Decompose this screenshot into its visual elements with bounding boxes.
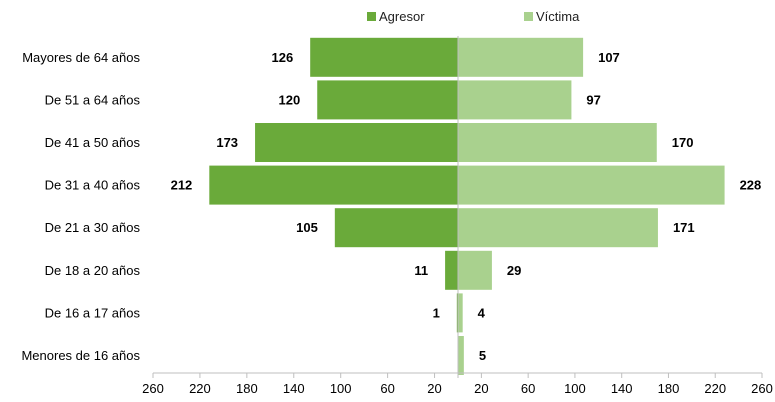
legend-swatch-victima bbox=[524, 12, 533, 21]
data-label-victima: 5 bbox=[479, 348, 486, 363]
data-label-agresor: 212 bbox=[171, 178, 193, 193]
data-label-victima: 97 bbox=[586, 92, 600, 107]
bar-agresor bbox=[317, 80, 458, 120]
legend-label-agresor: Agresor bbox=[379, 9, 425, 24]
bar-victima bbox=[458, 37, 584, 77]
x-tick-label: 20 bbox=[427, 381, 441, 396]
bar-victima bbox=[458, 208, 658, 248]
category-label: Menores de 16 años bbox=[21, 348, 140, 363]
data-label-victima: 228 bbox=[740, 178, 762, 193]
x-tick-label: 220 bbox=[704, 381, 726, 396]
x-tick-label: 60 bbox=[521, 381, 535, 396]
category-label: De 18 a 20 años bbox=[45, 263, 141, 278]
category-label: De 41 a 50 años bbox=[45, 135, 141, 150]
bar-agresor bbox=[310, 37, 458, 77]
x-tick-label: 140 bbox=[611, 381, 633, 396]
category-label: De 31 a 40 años bbox=[45, 178, 141, 193]
x-tick-label: 140 bbox=[283, 381, 305, 396]
data-label-victima: 4 bbox=[478, 305, 486, 320]
data-label-victima: 170 bbox=[672, 135, 694, 150]
x-tick-label: 180 bbox=[236, 381, 258, 396]
category-label: Mayores de 64 años bbox=[22, 50, 140, 65]
x-tick-label: 60 bbox=[380, 381, 394, 396]
category-label: De 16 a 17 años bbox=[45, 305, 141, 320]
x-tick-label: 260 bbox=[142, 381, 164, 396]
bar-agresor bbox=[456, 293, 458, 333]
data-label-victima: 171 bbox=[673, 220, 695, 235]
legend-swatch-agresor bbox=[367, 12, 376, 21]
x-tick-label: 180 bbox=[658, 381, 680, 396]
data-label-agresor: 126 bbox=[271, 50, 293, 65]
x-tick-label: 20 bbox=[474, 381, 488, 396]
data-label-victima: 107 bbox=[598, 50, 620, 65]
data-label-agresor: 120 bbox=[279, 92, 301, 107]
data-label-agresor: 1 bbox=[433, 305, 440, 320]
x-tick-label: 260 bbox=[751, 381, 773, 396]
chart-legend: Agresor Víctima bbox=[0, 9, 775, 29]
category-label: De 21 a 30 años bbox=[45, 220, 141, 235]
bar-victima bbox=[458, 250, 492, 290]
data-label-agresor: 11 bbox=[414, 263, 428, 278]
data-label-agresor: 173 bbox=[216, 135, 238, 150]
bar-victima bbox=[458, 336, 464, 375]
bar-agresor bbox=[445, 250, 458, 290]
bar-victima bbox=[458, 293, 463, 333]
data-label-agresor: 105 bbox=[296, 220, 318, 235]
x-tick-label: 100 bbox=[564, 381, 586, 396]
legend-item-agresor: Agresor bbox=[367, 9, 425, 24]
legend-label-victima: Víctima bbox=[536, 9, 580, 24]
bar-agresor bbox=[255, 123, 458, 162]
bar-agresor bbox=[334, 208, 458, 248]
category-label: De 51 a 64 años bbox=[45, 92, 141, 107]
bar-agresor bbox=[209, 165, 458, 205]
legend-item-victima: Víctima bbox=[524, 9, 579, 24]
bar-victima bbox=[458, 123, 657, 162]
x-tick-label: 100 bbox=[330, 381, 352, 396]
data-label-victima: 29 bbox=[507, 263, 521, 278]
bar-victima bbox=[458, 80, 572, 120]
x-tick-label: 220 bbox=[189, 381, 211, 396]
bar-victima bbox=[458, 165, 725, 205]
